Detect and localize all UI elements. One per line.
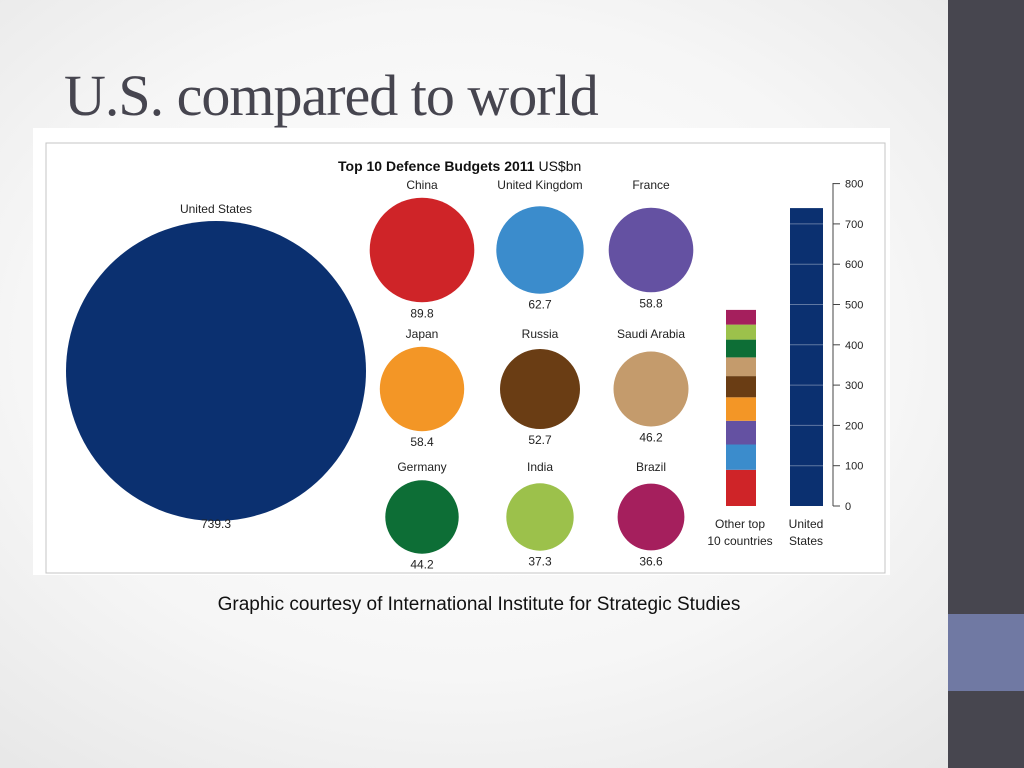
bubble-value-france: 58.8 [639, 296, 663, 310]
bubble-value-united-kingdom: 62.7 [528, 298, 552, 312]
bubble-label-brazil: Brazil [636, 460, 666, 474]
axis-tick-label-100: 100 [845, 461, 863, 473]
bubble-label-saudi-arabia: Saudi Arabia [617, 327, 685, 341]
axis-tick-label-200: 200 [845, 420, 863, 432]
bubble-china [369, 197, 475, 303]
bar-segment-other-top-10-countries-3 [726, 397, 756, 421]
bubble-label-russia: Russia [522, 327, 559, 341]
axis-tick-label-600: 600 [845, 259, 863, 271]
bubble-label-india: India [527, 460, 553, 474]
image-credit-caption: Graphic courtesy of International Instit… [217, 594, 741, 615]
defence-budget-chart: Top 10 Defence Budgets 2011 US$bn United… [45, 142, 886, 574]
chart-frame [45, 142, 886, 574]
bubble-united-kingdom [496, 206, 584, 294]
bubble-value-russia: 52.7 [528, 433, 552, 447]
bubble-france [608, 207, 694, 293]
bar-segment-other-top-10-countries-0 [726, 469, 756, 506]
axis-tick-label-700: 700 [845, 219, 863, 231]
bubble-label-united-kingdom: United Kingdom [497, 178, 582, 192]
axis-tick-label-400: 400 [845, 340, 863, 352]
axis-tick-label-500: 500 [845, 300, 863, 312]
stacked-bar-group: 0 100 200 300 400 500 600 700 800 Other top 10 cou… [707, 179, 863, 548]
bubble-value-china: 89.8 [410, 306, 434, 320]
bar-category-label-other-top-10-countries-0: Other top [715, 517, 765, 531]
bubble-india [506, 483, 574, 551]
bubble-value-germany: 44.2 [410, 558, 434, 572]
bar-segment-other-top-10-countries-8 [726, 309, 756, 325]
bubble-germany [385, 480, 459, 554]
bubble-united-states [66, 221, 366, 521]
slide-title: U.S. compared to world [64, 63, 599, 128]
bar-segment-other-top-10-countries-2 [726, 420, 756, 445]
bubble-value-united-states: 739.3 [201, 517, 231, 531]
bubble-russia [500, 349, 580, 429]
axis-tick-label-300: 300 [845, 380, 863, 392]
axis-tick-label-0: 0 [845, 501, 851, 513]
chart-figure: Top 10 Defence Budgets 2011 US$bn United… [33, 128, 890, 575]
bubble-value-india: 37.3 [528, 555, 552, 569]
axis-tick-label-800: 800 [845, 179, 863, 191]
bubble-group: United States 739.3 China 89.8 United Kingdo… [66, 178, 694, 572]
bubble-value-japan: 58.4 [410, 435, 434, 449]
bar-category-label-united-states-1: States [789, 534, 823, 548]
right-side-accent [948, 614, 1024, 691]
bar-segment-other-top-10-countries-7 [726, 324, 756, 340]
bubble-label-france: France [632, 178, 670, 192]
bubble-value-saudi-arabia: 46.2 [639, 431, 663, 445]
chart-title: Top 10 Defence Budgets 2011 US$bn [338, 158, 581, 174]
bar-category-label-united-states-0: United [789, 517, 824, 531]
bar-segment-other-top-10-countries-1 [726, 444, 756, 470]
bar-segment-other-top-10-countries-6 [726, 339, 756, 358]
bar-segment-other-top-10-countries-4 [726, 376, 756, 398]
bar-segment-united-states-9 [790, 208, 823, 506]
bubble-brazil [617, 483, 685, 551]
bar-segment-other-top-10-countries-5 [726, 357, 756, 377]
bubble-label-japan: Japan [406, 327, 439, 341]
bubble-value-brazil: 36.6 [639, 554, 663, 568]
bubble-japan [379, 346, 465, 432]
bubble-label-germany: Germany [397, 460, 446, 474]
bar-category-label-other-top-10-countries-1: 10 countries [707, 534, 772, 548]
bubble-label-china: China [406, 178, 438, 192]
bubble-label-united-states: United States [180, 202, 252, 216]
bubble-saudi-arabia [613, 351, 689, 427]
